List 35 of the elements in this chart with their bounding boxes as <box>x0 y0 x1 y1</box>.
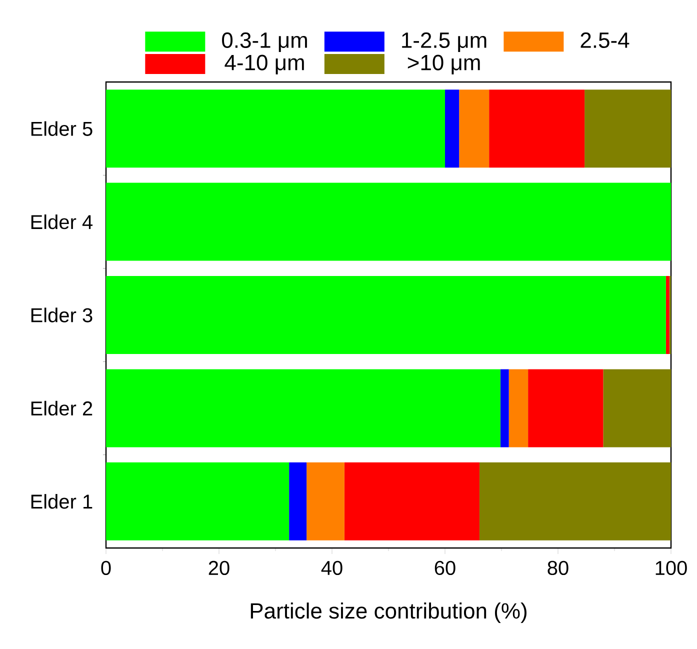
bar <box>106 276 666 354</box>
legend-label: 1-2.5 μm <box>402 32 486 52</box>
legend-label: 0.3-1 μm <box>222 32 307 52</box>
bar <box>445 90 460 168</box>
bar <box>106 462 290 540</box>
x-tick-label: 100 <box>656 560 687 576</box>
bar <box>289 462 307 540</box>
bar <box>584 90 672 168</box>
y-tick-label: Elder 5 <box>31 121 92 136</box>
x-tick-label: 80 <box>548 560 568 576</box>
legend-label: 4-10 μm <box>224 54 304 74</box>
bar <box>459 90 490 168</box>
bar <box>106 182 672 261</box>
y-tick-label: Elder 4 <box>31 214 93 230</box>
bar <box>489 90 585 168</box>
x-tick-label: 0 <box>101 560 111 576</box>
bar <box>500 369 509 448</box>
legend-label: >10 μm <box>408 54 480 74</box>
x-axis-title: Particle size contribution (%) <box>250 602 526 624</box>
bar <box>306 462 344 540</box>
x-tick-label: 20 <box>208 560 230 576</box>
x-tick-label: 40 <box>321 560 342 576</box>
bar <box>106 369 500 448</box>
bar <box>528 369 604 448</box>
bar <box>344 462 480 540</box>
legend-label: 2.5-4 <box>580 32 630 48</box>
y-tick-label: Elder 2 <box>31 400 92 416</box>
bar <box>508 369 528 448</box>
x-tick-label: 60 <box>434 560 456 576</box>
bar <box>666 276 670 354</box>
bar <box>603 369 672 448</box>
y-tick-label: Elder 1 <box>31 494 92 509</box>
bar <box>479 462 672 540</box>
bar <box>106 90 446 168</box>
y-tick-label: Elder 3 <box>31 308 92 322</box>
